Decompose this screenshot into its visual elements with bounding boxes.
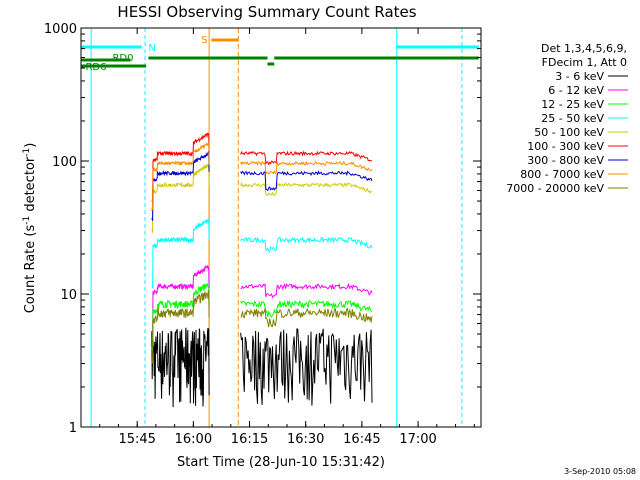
legend-label: 100 - 300 keV bbox=[527, 140, 604, 153]
x-tick-label: 16:00 bbox=[175, 432, 212, 447]
series-line bbox=[151, 289, 210, 364]
x-tick-label: 17:00 bbox=[399, 432, 436, 447]
x-tick-label: 16:30 bbox=[287, 432, 324, 447]
y-tick-label: 10 bbox=[60, 288, 77, 303]
series-line bbox=[151, 150, 210, 221]
x-tick-label: 16:45 bbox=[343, 432, 380, 447]
rd6-flag-label: RD6 bbox=[85, 62, 106, 73]
legend-header-line-2: FDecim 1, Att 0 bbox=[542, 56, 627, 69]
chart-title: HESSI Observing Summary Count Rates bbox=[117, 3, 416, 21]
x-tick-label: 16:15 bbox=[231, 432, 268, 447]
series-line bbox=[151, 264, 210, 334]
rd0-flag-label: RD0 bbox=[112, 53, 133, 64]
legend-label: 300 - 800 keV bbox=[527, 154, 604, 167]
plot-area: N S RD0 RD6 bbox=[81, 28, 479, 427]
series-line bbox=[151, 163, 210, 233]
x-tick-label: 15:45 bbox=[118, 432, 155, 447]
legend: Det 1,3,4,5,6,9, FDecim 1, Att 0 3 - 6 k… bbox=[506, 42, 628, 195]
y-tick-label: 1 bbox=[69, 421, 77, 436]
series-line bbox=[240, 328, 373, 406]
legend-label: 50 - 100 keV bbox=[534, 126, 604, 139]
series-line bbox=[240, 282, 373, 299]
timestamp: 3-Sep-2010 05:08 bbox=[564, 467, 636, 476]
series-line bbox=[151, 141, 210, 212]
legend-label: 25 - 50 keV bbox=[541, 112, 604, 125]
y-axis-label: Count Rate (s-1 detector-1) bbox=[22, 143, 38, 314]
y-tick-label: 1000 bbox=[44, 22, 77, 37]
series-line bbox=[240, 160, 373, 176]
legend-label: 3 - 6 keV bbox=[555, 70, 604, 83]
saa-flag-label: S bbox=[201, 35, 207, 46]
plot-frame bbox=[80, 27, 482, 428]
legend-label: 6 - 12 keV bbox=[548, 84, 604, 97]
legend-header-line-1: Det 1,3,4,5,6,9, bbox=[541, 42, 627, 55]
series-line bbox=[240, 299, 373, 318]
x-axis-label: Start Time (28-Jun-10 15:31:42) bbox=[177, 455, 385, 470]
legend-label: 800 - 7000 keV bbox=[520, 168, 604, 181]
series-line bbox=[240, 236, 373, 253]
axis-ticks: 15:45 16:00 16:15 16:30 16:45 17:00 1 10 100 1000 bbox=[44, 22, 481, 447]
series-line bbox=[151, 282, 210, 351]
legend-label: 12 - 25 keV bbox=[541, 98, 604, 111]
series-line bbox=[240, 182, 373, 197]
series-line bbox=[151, 132, 210, 203]
series-line bbox=[240, 150, 373, 166]
y-tick-label: 100 bbox=[52, 155, 77, 170]
series-line bbox=[240, 307, 373, 328]
series-line bbox=[240, 170, 373, 192]
night-flag-label: N bbox=[148, 43, 155, 54]
legend-label: 7000 - 20000 keV bbox=[506, 182, 604, 195]
series-line bbox=[151, 327, 210, 408]
series-line bbox=[151, 218, 210, 289]
